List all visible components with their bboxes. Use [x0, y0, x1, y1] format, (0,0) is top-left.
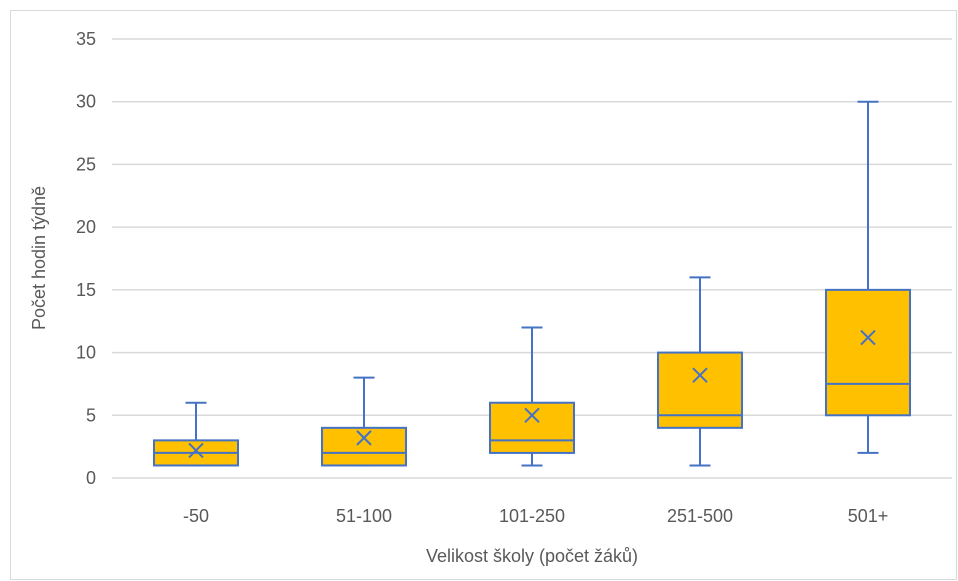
box-501+ [825, 100, 911, 454]
grid-lines [112, 38, 952, 479]
y-tick-label: 5 [86, 405, 96, 425]
box-iqr [321, 426, 407, 467]
box-iqr [489, 401, 575, 454]
mean-marker-b [860, 329, 876, 346]
x-tick-label: 251-500 [667, 506, 733, 526]
box-iqr [825, 288, 911, 417]
y-tick-labels: 0 5 10 15 20 25 30 35 [76, 29, 96, 488]
y-axis-title: Počet hodin týdně [29, 186, 49, 330]
x-tick-label: -50 [183, 506, 209, 526]
y-tick-label: 35 [76, 29, 96, 49]
y-tick-label: 15 [76, 280, 96, 300]
box-251-500 [657, 276, 743, 467]
chart-frame [10, 10, 957, 580]
x-tick-label: 51-100 [336, 506, 392, 526]
y-tick-label: 25 [76, 154, 96, 174]
x-tick-labels: -50 51-100 101-250 251-500 501+ [183, 506, 888, 526]
x-tick-label: 501+ [848, 506, 889, 526]
box-51-100 [321, 376, 407, 467]
mean-marker-b [188, 442, 204, 459]
box-101-250 [489, 326, 575, 467]
y-tick-label: 0 [86, 468, 96, 488]
boxes [153, 100, 911, 467]
x-tick-label: 101-250 [499, 506, 565, 526]
box--50 [153, 401, 239, 467]
mean-marker-b [524, 407, 540, 423]
y-tick-label: 20 [76, 217, 96, 237]
box-iqr [657, 351, 743, 429]
y-tick-label: 10 [76, 343, 96, 363]
mean-marker-b [356, 430, 372, 446]
x-axis-title: Velikost školy (počet žáků) [426, 546, 638, 566]
y-tick-label: 30 [76, 92, 96, 112]
mean-marker-b [692, 367, 708, 383]
